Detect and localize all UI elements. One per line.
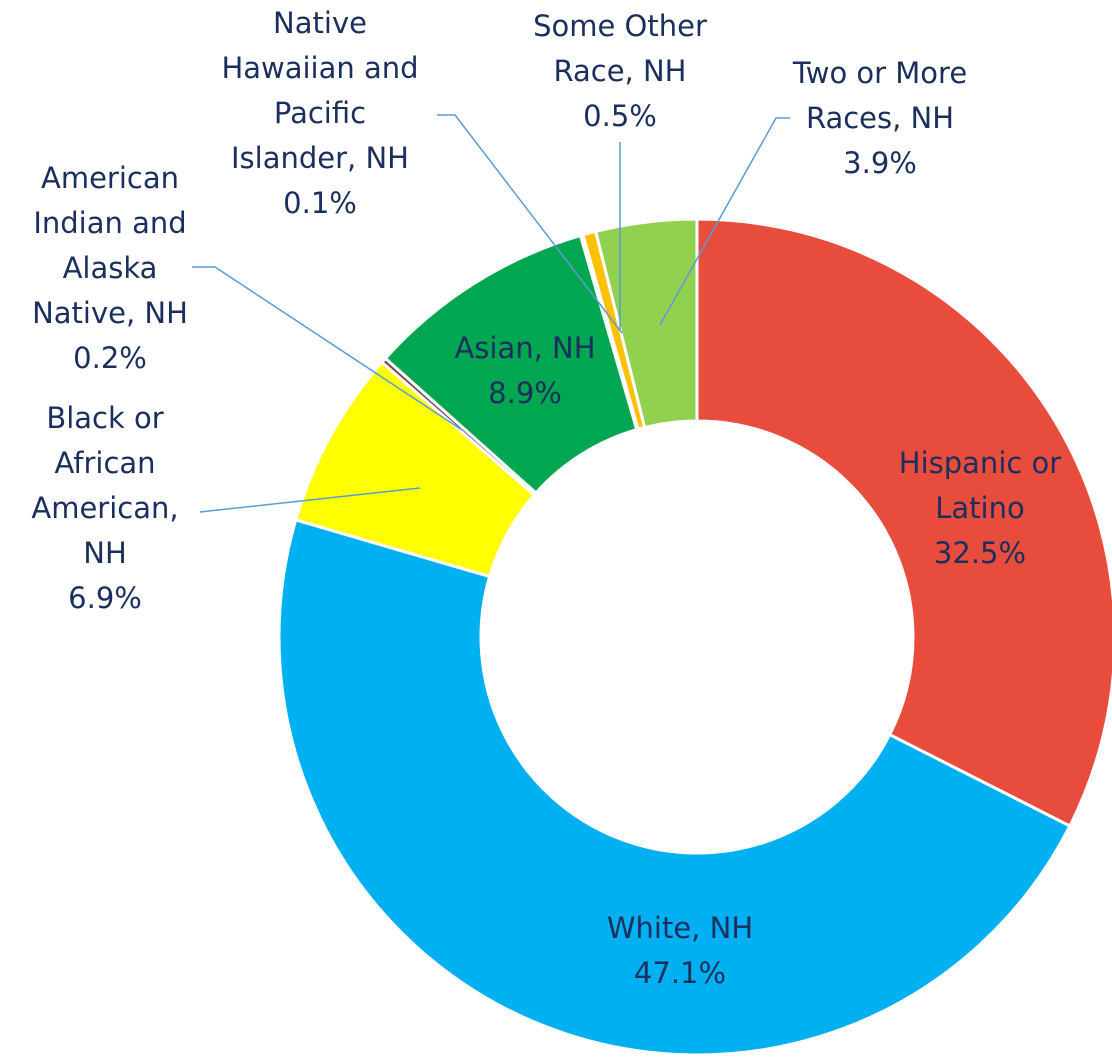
value-label: 3.9% (843, 146, 917, 180)
value-label: 0.2% (73, 341, 147, 375)
category-label-line: Hispanic or (899, 446, 1061, 480)
category-label: Black or African American, NH (31, 401, 178, 570)
category-label-line: NH (83, 536, 127, 570)
leader-line (437, 114, 623, 334)
value-label: 8.9% (488, 376, 562, 410)
category-label: Hispanic or Latino (899, 446, 1061, 525)
category-label: Asian, NH (454, 331, 595, 365)
category-label: White, NH (607, 911, 753, 945)
category-label-line: Races, NH (806, 101, 954, 135)
category-label-line: Alaska (63, 251, 158, 285)
category-label-line: Asian, NH (454, 331, 595, 365)
category-label-line: Black or (46, 401, 163, 435)
category-label-line: Pacific (274, 96, 366, 130)
value-label: 47.1% (634, 956, 726, 990)
leader-line (192, 266, 463, 431)
slice (277, 518, 1072, 1057)
category-label: American Indian and Alaska Native, NH (32, 161, 188, 330)
category-label-line: Latino (935, 491, 1024, 525)
category-label-line: Hawaiian and (221, 51, 418, 85)
slice (695, 217, 1112, 829)
category-label-line: African (54, 446, 155, 480)
category-label-line: Native, NH (32, 296, 188, 330)
category-label-line: American (41, 161, 179, 195)
slice (593, 217, 699, 430)
category-label: Two or More Races, NH (792, 56, 967, 135)
leader-line (199, 487, 421, 513)
category-label-line: White, NH (607, 911, 753, 945)
slices (277, 217, 1112, 1057)
category-label-line: Indian and (33, 206, 186, 240)
category-label-line: Native (273, 6, 367, 40)
category-label: Some Other Race, NH (533, 9, 707, 88)
value-label: 6.9% (68, 581, 142, 615)
category-label: Native Hawaiian and Pacific Islander, NH (221, 6, 418, 175)
category-label-line: American, (31, 491, 178, 525)
category-label-line: Two or More (792, 56, 967, 90)
leader-line (659, 117, 790, 326)
category-label-line: Race, NH (553, 54, 686, 88)
value-label: 32.5% (934, 536, 1026, 570)
value-label: 0.1% (283, 186, 357, 220)
category-label-line: Some Other (533, 9, 707, 43)
category-label-line: Islander, NH (231, 141, 409, 175)
value-label: 0.5% (583, 99, 657, 133)
labels: Hispanic or Latino 32.5% White, NH 47.1% Blac… (31, 6, 1061, 990)
